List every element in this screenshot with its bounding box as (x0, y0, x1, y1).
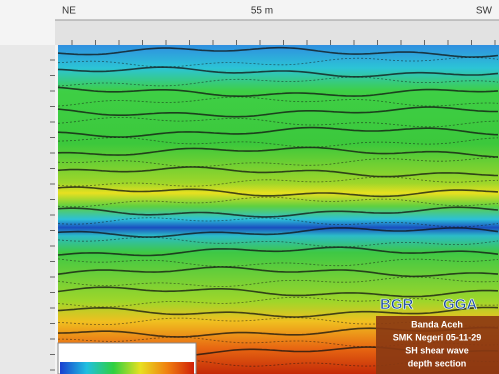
logo: BGR (380, 296, 414, 313)
logo: GGA (443, 296, 477, 313)
header-right: SW (476, 6, 493, 17)
info-line: depth section (408, 358, 467, 368)
depth-strip (0, 45, 55, 374)
tick-strip (55, 20, 499, 45)
info-line: SMK Negeri 05-11-29 (393, 332, 482, 342)
color-scale-bar (60, 362, 194, 374)
info-line: SH shear wave (405, 345, 469, 355)
seismic-figure: NE 55 m SW BGR GGA Banda Aceh SMK Negeri… (0, 0, 499, 374)
info-line: Banda Aceh (411, 319, 463, 329)
header-left: NE (62, 6, 76, 17)
header-center: 55 m (251, 6, 273, 17)
